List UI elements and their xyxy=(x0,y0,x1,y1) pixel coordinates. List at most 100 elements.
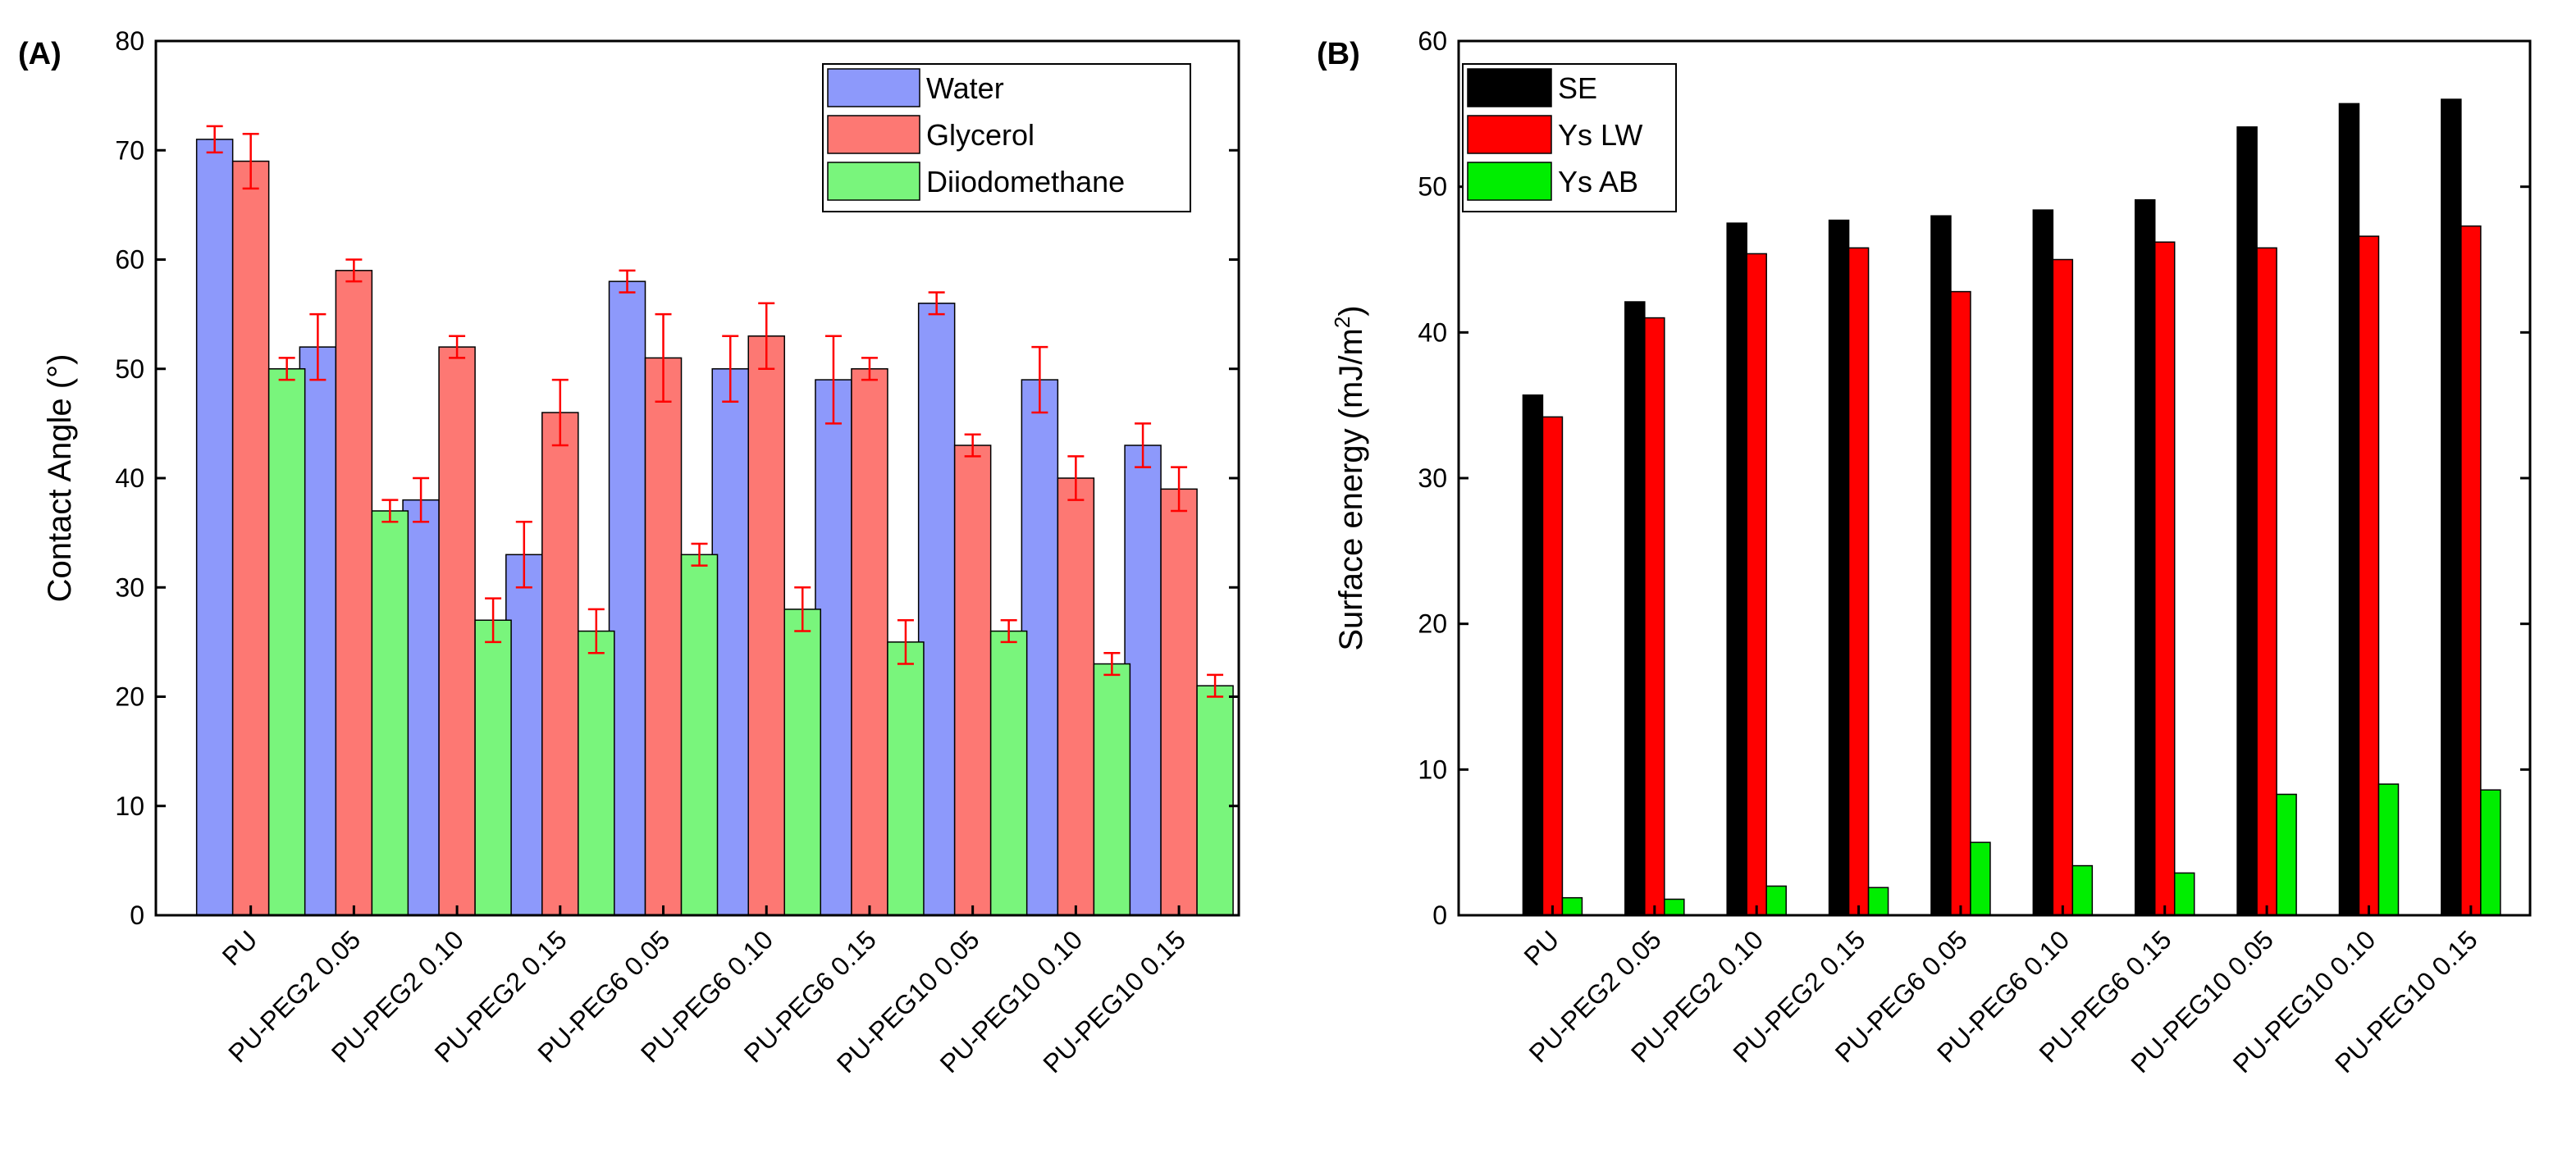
y-axis-title-superscript: 2 xyxy=(1330,317,1354,328)
legend-swatch-glycerol xyxy=(827,115,920,154)
bar-ys-lw-pu xyxy=(1541,416,1564,916)
error-bar-glycerol-pu-peg2-0-15 xyxy=(551,378,569,447)
bar-diiodomethane-pu-peg6-0-05 xyxy=(680,554,719,916)
bar-ys-lw-pu-peg10-0-05 xyxy=(2256,247,2277,916)
panel-b-surface-energy-chart: (B) 0 10 20 30 40 50 60 Surface energy (mJ/m2) PU… xyxy=(1317,26,2532,1078)
y-axis-title-close: ) xyxy=(1333,305,1369,316)
bar-glycerol-pu-peg10-0-15 xyxy=(1160,488,1198,916)
error-bar-glycerol-pu-peg10-0-10 xyxy=(1067,455,1085,501)
bar-ys-ab-pu-peg10-0-15 xyxy=(2480,789,2501,916)
y-tick-label: 0 xyxy=(130,900,144,930)
error-bar-water-pu-peg6-0-05 xyxy=(619,269,636,294)
panel-label: (B) xyxy=(1317,37,1360,71)
error-bar-diiodomethane-pu-peg6-0-10 xyxy=(794,586,811,632)
error-bar-water-pu-peg2-0-05 xyxy=(309,312,327,381)
bar-diiodomethane-pu-peg6-0-15 xyxy=(887,641,925,916)
y-tick-label: 70 xyxy=(115,135,144,165)
error-bar-diiodomethane-pu xyxy=(278,357,295,381)
error-bar-water-pu-peg2-0-10 xyxy=(413,476,430,523)
error-bar-glycerol-pu-peg6-0-10 xyxy=(758,302,775,370)
error-bar-glycerol-pu-peg2-0-05 xyxy=(345,258,363,283)
legend-label-ys-ab: Ys AB xyxy=(1558,165,1638,198)
error-bar-diiodomethane-pu-peg6-0-15 xyxy=(897,618,914,665)
error-bar-water-pu-peg10-0-05 xyxy=(928,291,945,316)
bar-glycerol-pu-peg2-0-15 xyxy=(541,412,579,916)
bar-ys-ab-pu-peg10-0-10 xyxy=(2377,783,2400,916)
y-axis: 0 10 20 30 40 50 60 70 80 xyxy=(115,26,1239,930)
series-ys-ab xyxy=(1561,783,2501,916)
y-axis-title: Contact Angle (°) xyxy=(42,354,78,603)
bar-ys-ab-pu-peg2-0-10 xyxy=(1765,885,1787,916)
series-ys-lw xyxy=(1541,225,2482,916)
y-tick-label: 50 xyxy=(1418,172,1447,202)
bar-se-pu-peg10-0-05 xyxy=(2236,126,2258,916)
y-tick-label: 60 xyxy=(1418,26,1447,56)
bar-ys-ab-pu-peg2-0-15 xyxy=(1867,887,1889,916)
bar-se-pu-peg2-0-05 xyxy=(1624,301,1646,916)
y-tick-label: 30 xyxy=(115,572,144,602)
error-bar-water-pu-peg10-0-15 xyxy=(1135,422,1152,468)
bar-glycerol-pu-peg6-0-10 xyxy=(747,335,785,916)
error-bar-diiodomethane-pu-peg10-0-15 xyxy=(1207,673,1224,698)
legend: Water Glycerol Diiodomethane xyxy=(822,63,1191,212)
error-bar-water-pu xyxy=(206,125,223,154)
y-tick-label: 20 xyxy=(1418,609,1447,639)
error-bar-diiodomethane-pu-peg10-0-10 xyxy=(1103,651,1121,677)
bar-glycerol-pu-peg6-0-15 xyxy=(851,368,888,916)
series-diiodomethane xyxy=(267,357,1234,916)
bar-water-pu-peg10-0-05 xyxy=(917,303,956,916)
series-water xyxy=(195,125,1162,916)
bar-se-pu-peg6-0-15 xyxy=(2134,198,2156,916)
error-bar-water-pu-peg2-0-15 xyxy=(515,521,532,589)
error-bar-diiodomethane-pu-peg2-0-10 xyxy=(485,597,502,644)
legend-swatch-water xyxy=(827,68,920,107)
bar-diiodomethane-pu-peg10-0-05 xyxy=(989,630,1028,916)
legend-label-se: SE xyxy=(1558,71,1597,105)
legend-label-glycerol: Glycerol xyxy=(926,118,1035,152)
bar-glycerol-pu xyxy=(231,160,270,916)
panel-a-contact-angle-chart: (A) 0 10 20 30 40 50 60 70 80 Contact Angle (°) PUP… xyxy=(18,26,1240,1078)
bar-se-pu-peg6-0-05 xyxy=(1930,215,1952,916)
y-tick-label: 0 xyxy=(1432,900,1447,930)
y-tick-label: 40 xyxy=(1418,317,1447,347)
bar-ys-lw-pu-peg10-0-15 xyxy=(2460,225,2482,916)
x-tick-label-pu: PU xyxy=(1518,924,1564,971)
bar-diiodomethane-pu-peg2-0-05 xyxy=(371,510,409,916)
y-tick-label: 30 xyxy=(1418,463,1447,493)
y-axis: 0 10 20 30 40 50 60 xyxy=(1418,26,2530,930)
bar-se-pu-peg10-0-10 xyxy=(2338,103,2360,916)
error-bar-glycerol-pu-peg6-0-15 xyxy=(861,357,878,381)
legend-label-diiodomethane: Diiodomethane xyxy=(926,165,1125,198)
y-tick-label: 80 xyxy=(115,26,144,56)
error-bar-diiodomethane-pu-peg10-0-05 xyxy=(1000,618,1017,644)
bar-diiodomethane-pu-peg10-0-10 xyxy=(1093,663,1131,916)
y-tick-label: 10 xyxy=(1418,755,1447,784)
bar-se-pu-peg10-0-15 xyxy=(2441,98,2462,916)
error-bar-diiodomethane-pu-peg6-0-05 xyxy=(691,542,708,567)
bar-ys-lw-pu-peg6-0-15 xyxy=(2154,241,2176,916)
legend-swatch-diiodomethane xyxy=(827,162,920,201)
bar-ys-ab-pu-peg6-0-10 xyxy=(2071,864,2094,916)
bar-ys-ab-pu-peg6-0-05 xyxy=(1970,841,1991,916)
legend-swatch-ys-ab xyxy=(1467,162,1552,201)
legend-swatch-se xyxy=(1467,68,1552,107)
bar-ys-lw-pu-peg6-0-10 xyxy=(2052,258,2074,916)
bar-ys-lw-pu-peg6-0-05 xyxy=(1950,290,1971,916)
bar-se-pu-peg2-0-10 xyxy=(1726,222,1747,916)
bar-ys-ab-pu xyxy=(1561,896,1583,916)
y-tick-label: 10 xyxy=(115,791,144,821)
bar-se-pu-peg6-0-10 xyxy=(2032,209,2054,916)
error-bar-glycerol-pu-peg10-0-05 xyxy=(964,433,981,458)
x-tick-label-pu: PU xyxy=(217,924,263,971)
error-bar-glycerol-pu-peg6-0-05 xyxy=(655,312,672,403)
bar-glycerol-pu-peg6-0-05 xyxy=(644,357,683,916)
bar-diiodomethane-pu-peg2-0-10 xyxy=(474,619,512,916)
y-tick-label: 20 xyxy=(115,682,144,712)
y-tick-label: 50 xyxy=(115,354,144,384)
y-axis-title: Surface energy (mJ/m2) xyxy=(1330,305,1369,650)
legend-label-water: Water xyxy=(926,71,1004,105)
legend-swatch-ys-lw xyxy=(1467,115,1552,154)
